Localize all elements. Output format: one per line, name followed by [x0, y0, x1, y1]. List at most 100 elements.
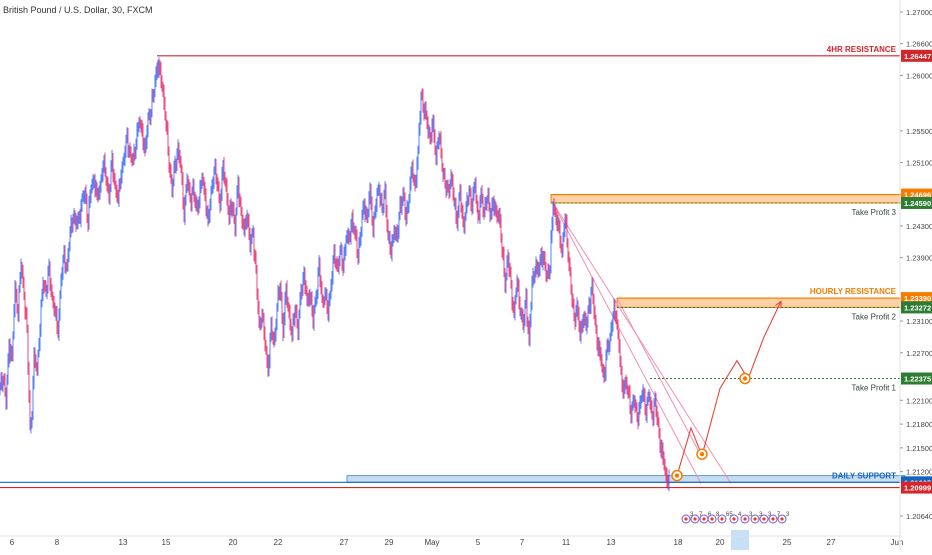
- event-icon[interactable]: 3: [681, 512, 694, 524]
- level-annotation-5: Take Profit 1: [852, 384, 897, 393]
- price-tag-bg: [901, 196, 932, 209]
- price-tag-bg: [901, 372, 932, 385]
- price-tick-label: 1.22700: [906, 349, 932, 358]
- time-tick-label: 27: [340, 538, 349, 547]
- price-bars-layer: [0, 57, 670, 492]
- event-icon[interactable]: 3: [759, 512, 772, 524]
- price-tick-label: 1.21800: [906, 420, 932, 429]
- time-tick-label: May: [424, 538, 439, 547]
- dip-marker-dot: [699, 451, 705, 457]
- projection-layer: [676, 300, 782, 476]
- event-flag-dot: [702, 517, 706, 521]
- price-tag-label: 1.24590: [904, 199, 931, 208]
- event-flag-dot: [780, 517, 784, 521]
- level-annotation-4: Take Profit 2: [852, 312, 897, 321]
- daily-support-zone: [346, 475, 906, 483]
- level-annotation-6: DAILY SUPPORT: [832, 471, 896, 480]
- event-count: 7: [777, 512, 781, 518]
- time-tick-label: 18: [674, 538, 683, 547]
- time-tick-label: 6: [10, 538, 15, 547]
- price-tag-label: 1.23390: [904, 294, 931, 303]
- event-flag-dot: [732, 517, 736, 521]
- event-flag-dot: [753, 517, 757, 521]
- price-tag-bg: [901, 481, 932, 494]
- time-tick-label: 15: [162, 538, 171, 547]
- entry-marker[interactable]: [671, 469, 683, 482]
- time-tick-label: 20: [716, 538, 725, 547]
- event-count: 3: [690, 512, 694, 518]
- time-tick-label: 29: [385, 538, 394, 547]
- time-axis-highlight: [731, 530, 749, 550]
- time-tick-label: 27: [827, 538, 836, 547]
- price-tag-bg: [901, 292, 932, 305]
- event-flag-dot: [710, 517, 714, 521]
- price-tag-label: 1.20999: [904, 484, 931, 493]
- entry-marker-dot: [674, 473, 680, 478]
- projection-path: [676, 301, 782, 476]
- time-tick-label: Jun: [891, 538, 904, 547]
- event-icon[interactable]: 65: [717, 512, 733, 524]
- zones-layer: [346, 194, 906, 483]
- time-tick-label: 25: [783, 538, 792, 547]
- time-tick-label: 8: [55, 538, 60, 547]
- price-tag-bg: [901, 301, 932, 314]
- time-tick-label: 13: [119, 538, 128, 547]
- resistance-zone-upper: [550, 194, 906, 204]
- event-count: 3: [768, 512, 772, 518]
- time-tick-label: 11: [562, 538, 571, 547]
- time-tick-label: 5: [476, 538, 481, 547]
- event-icon[interactable]: 3: [750, 512, 763, 524]
- projection-arrowhead: [775, 300, 782, 309]
- markers-layer: [671, 372, 751, 482]
- annotations-layer: 4HR RESISTANCE Take Profit 3 HOURLY RESIST…: [810, 45, 897, 480]
- trendline-1: [552, 202, 702, 484]
- price-tick-label: 1.20640: [906, 512, 932, 521]
- price-tag-label: 1.23272: [904, 303, 931, 312]
- price-tick-label: 1.25100: [906, 159, 932, 168]
- levels-layer: [0, 55, 900, 489]
- event-flag-dot: [684, 517, 688, 521]
- hourly-resistance-zone: [616, 297, 906, 308]
- event-count: 7: [699, 512, 703, 518]
- symbol-title: British Pound / U.S. Dollar, 30, FXCM: [3, 5, 153, 15]
- event-flag-dot: [693, 517, 697, 521]
- price-tick-label: 1.21500: [906, 444, 932, 453]
- events-strip[interactable]: 3 7 6 8 65 4 3 3 3 7 3: [681, 512, 790, 524]
- event-flag-dot: [720, 517, 724, 521]
- time-tick-label: 20: [229, 538, 238, 547]
- trendlines-layer: [552, 202, 732, 484]
- price-tick-label: 1.23900: [906, 254, 932, 263]
- level-annotation-2: Take Profit 3: [852, 208, 897, 217]
- event-icon[interactable]: 4: [729, 512, 742, 524]
- level-annotation-0: 4HR RESISTANCE: [827, 45, 897, 54]
- trendline-2: [616, 297, 702, 457]
- take-profit-1-marker-dot: [742, 376, 748, 381]
- trendline-0: [552, 202, 732, 484]
- event-icon[interactable]: 7: [768, 512, 781, 524]
- dip-marker[interactable]: [696, 448, 708, 460]
- price-tag-label: 1.26447: [904, 52, 931, 61]
- price-tick-label: 1.21200: [906, 468, 932, 477]
- price-axis[interactable]: 1.270001.266001.260001.255001.251001.247…: [899, 0, 932, 550]
- event-icon[interactable]: 7: [690, 512, 703, 524]
- price-tick-label: 1.26600: [906, 40, 932, 49]
- event-icon[interactable]: 3: [740, 512, 753, 524]
- event-count: 3: [759, 512, 763, 518]
- time-tick-label: 22: [274, 538, 283, 547]
- event-icon[interactable]: 8: [707, 512, 720, 524]
- price-tag-label: 1.22375: [904, 375, 931, 384]
- time-tick-label: 13: [607, 538, 616, 547]
- level-annotation-3: HOURLY RESISTANCE: [810, 287, 897, 296]
- take-profit-1-marker[interactable]: [739, 372, 751, 385]
- price-tick-label: 1.23100: [906, 317, 932, 326]
- price-tick-label: 1.25500: [906, 127, 932, 136]
- time-tick-label: 7: [520, 538, 525, 547]
- time-axis[interactable]: 6 8 13 15 20 22 27 29 May 5 7 11 13 18 20 25 27 Jun: [0, 530, 903, 550]
- event-icon[interactable]: 3: [777, 512, 790, 524]
- event-flag-dot: [771, 517, 775, 521]
- event-flag-dot: [743, 517, 747, 521]
- event-count: 4: [738, 512, 742, 518]
- event-count: 65: [726, 512, 733, 518]
